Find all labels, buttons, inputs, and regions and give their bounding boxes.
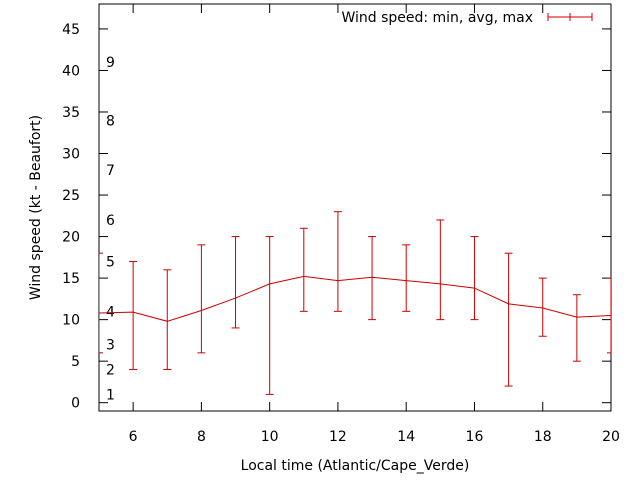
legend: Wind speed: min, avg, max — [341, 10, 593, 26]
x-tick-label: 20 — [602, 429, 620, 445]
beaufort-label: 1 — [106, 387, 115, 403]
y-tick-label: 30 — [62, 147, 80, 163]
beaufort-label: 5 — [106, 254, 115, 270]
legend-label: Wind speed: min, avg, max — [341, 10, 533, 26]
beaufort-label: 2 — [106, 362, 115, 378]
beaufort-label: 7 — [106, 163, 115, 179]
y-tick-label: 15 — [62, 271, 80, 287]
plot-frame — [98, 3, 612, 412]
x-tick-label: 8 — [197, 429, 206, 445]
beaufort-label: 9 — [106, 55, 115, 71]
beaufort-label: 3 — [106, 338, 115, 354]
y-axis-label: Wind speed (kt - Beaufort) — [28, 115, 44, 300]
y-tick-label: 20 — [62, 230, 80, 246]
y-tick-label: 10 — [62, 313, 80, 329]
x-tick-label: 6 — [129, 429, 138, 445]
beaufort-label: 6 — [106, 213, 115, 229]
x-tick-label: 18 — [534, 429, 552, 445]
x-tick-label: 14 — [397, 429, 415, 445]
y-tick-label: 40 — [62, 63, 80, 79]
series-group — [99, 211, 611, 395]
y-tick-label: 0 — [71, 396, 80, 412]
y-tick-label: 35 — [62, 105, 80, 121]
x-axis-label: Local time (Atlantic/Cape_Verde) — [241, 458, 470, 474]
y-tick-label: 5 — [71, 354, 80, 370]
x-tick-label: 10 — [261, 429, 279, 445]
avg-line — [99, 275, 611, 322]
beaufort-label: 8 — [106, 113, 115, 129]
x-tick-label: 12 — [329, 429, 347, 445]
y-tick-label: 45 — [62, 22, 80, 38]
x-tick-label: 16 — [466, 429, 484, 445]
y-tick-label: 25 — [62, 188, 80, 204]
